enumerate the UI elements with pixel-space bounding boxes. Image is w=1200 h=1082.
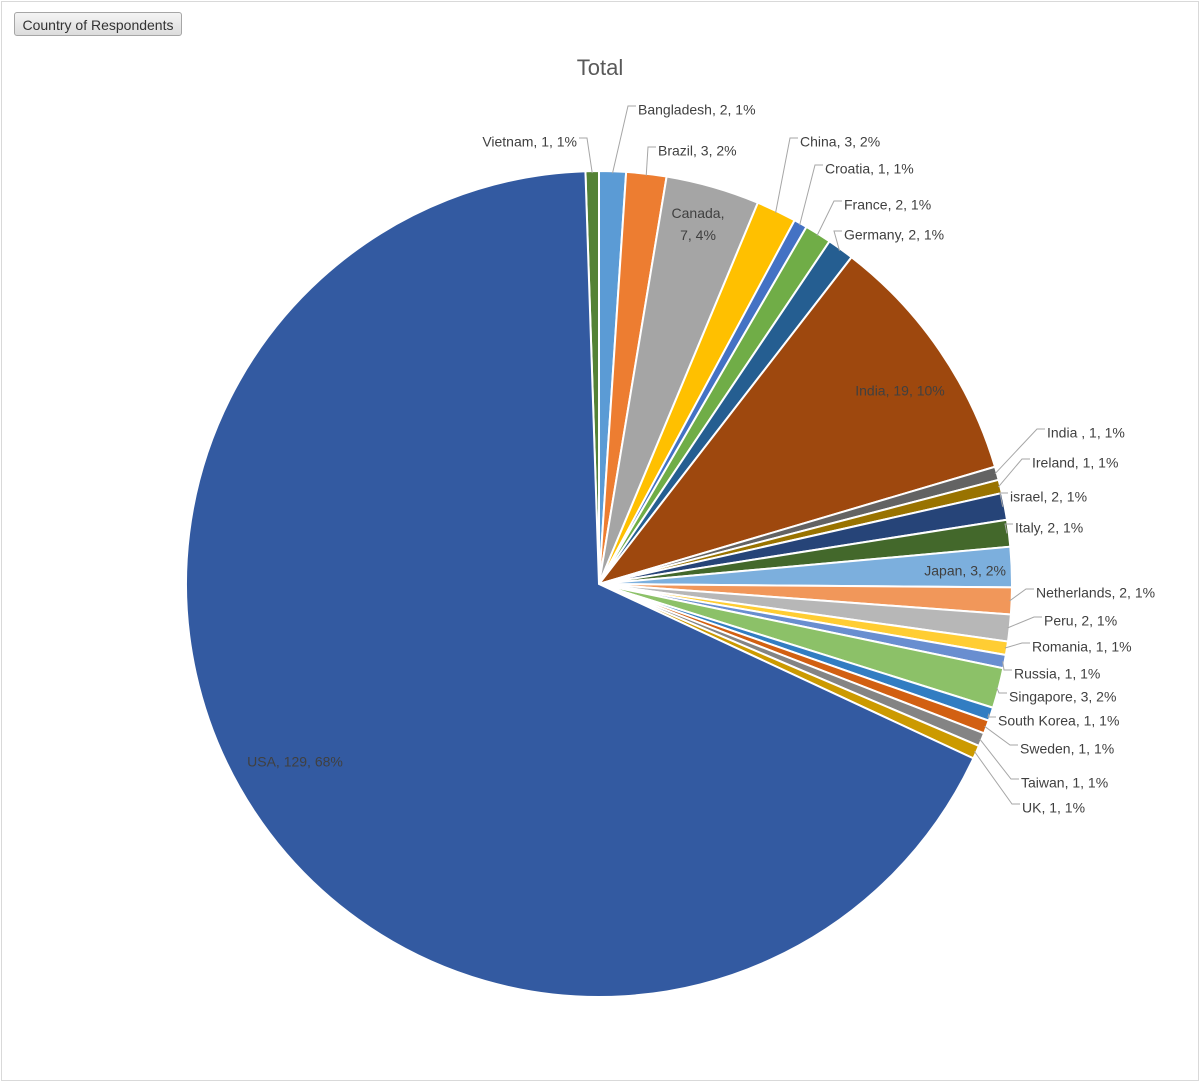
leader-line-russia: [1002, 661, 1012, 671]
data-label-canada: Canada,: [672, 205, 725, 221]
leader-line-brazil: [645, 146, 656, 176]
leader-line-netherlands: [1009, 588, 1034, 602]
data-label-south-korea: South Korea, 1, 1%: [998, 713, 1119, 729]
chart-title: Total: [576, 55, 624, 80]
leader-line-france: [816, 200, 842, 236]
data-label-usa: USA, 129, 68%: [247, 754, 343, 770]
data-label-uk: UK, 1, 1%: [1022, 800, 1085, 816]
data-label-india: India, 19, 10%: [855, 383, 945, 399]
data-label-france: France, 2, 1%: [844, 197, 931, 213]
leader-line-israel: [999, 492, 1008, 507]
data-label-israel: israel, 2, 1%: [1010, 489, 1087, 505]
data-label-japan: Japan, 3, 2%: [924, 563, 1006, 579]
leader-line-india: [994, 428, 1045, 475]
leader-line-south-korea: [987, 713, 996, 718]
leader-line-china: [775, 137, 798, 213]
leader-line-uk: [973, 751, 1020, 805]
leader-line-taiwan: [979, 738, 1019, 780]
data-label-canada: 7, 4%: [680, 227, 716, 243]
leader-line-singapore: [996, 687, 1007, 694]
leader-line-peru: [1007, 616, 1042, 629]
data-label-peru: Peru, 2, 1%: [1044, 613, 1117, 629]
data-label-germany: Germany, 2, 1%: [844, 227, 944, 243]
data-label-vietnam: Vietnam, 1, 1%: [482, 134, 577, 150]
data-label-ireland: Ireland, 1, 1%: [1032, 455, 1118, 471]
leader-line-italy: [1004, 523, 1013, 534]
pie-slice-india[interactable]: [596, 255, 997, 586]
pivot-field-button[interactable]: Country of Respondents: [14, 12, 182, 36]
leader-line-croatia: [799, 164, 823, 226]
pie-slice-usa[interactable]: [185, 170, 975, 998]
data-label-china: China, 3, 2%: [800, 134, 880, 150]
data-label-brazil: Brazil, 3, 2%: [658, 143, 737, 159]
leader-line-romania: [1004, 642, 1030, 649]
data-label-singapore: Singapore, 3, 2%: [1009, 689, 1116, 705]
leader-line-vietnam: [579, 137, 593, 174]
leader-line-sweden: [984, 725, 1018, 746]
data-label-italy: Italy, 2, 1%: [1015, 520, 1083, 536]
data-label-india: India , 1, 1%: [1047, 425, 1125, 441]
data-label-bangladesh: Bangladesh, 2, 1%: [638, 102, 756, 118]
leader-line-bangladesh: [612, 105, 636, 174]
data-label-taiwan: Taiwan, 1, 1%: [1021, 775, 1108, 791]
leader-line-ireland: [997, 458, 1030, 488]
pie-slices: [185, 169, 1013, 998]
data-label-romania: Romania, 1, 1%: [1032, 639, 1132, 655]
leader-line-germany: [833, 230, 842, 251]
data-label-croatia: Croatia, 1, 1%: [825, 161, 914, 177]
data-label-netherlands: Netherlands, 2, 1%: [1036, 585, 1155, 601]
data-label-russia: Russia, 1, 1%: [1014, 666, 1100, 682]
data-labels: Bangladesh, 2, 1% Brazil, 3, 2% Canada, 7, …: [247, 102, 1155, 816]
data-label-sweden: Sweden, 1, 1%: [1020, 741, 1114, 757]
